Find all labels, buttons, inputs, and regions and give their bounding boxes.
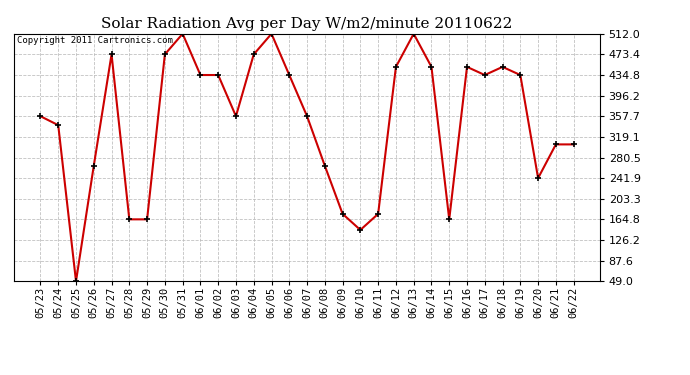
Title: Solar Radiation Avg per Day W/m2/minute 20110622: Solar Radiation Avg per Day W/m2/minute … (101, 17, 513, 31)
Text: Copyright 2011 Cartronics.com: Copyright 2011 Cartronics.com (17, 36, 172, 45)
